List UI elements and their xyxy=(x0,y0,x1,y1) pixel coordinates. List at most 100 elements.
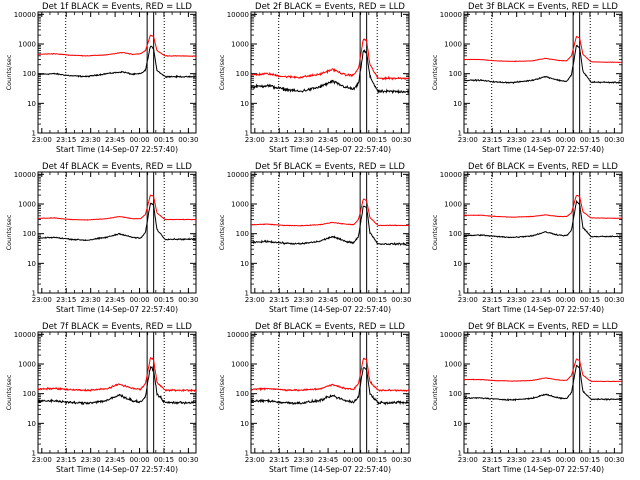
y-tick-label: 1000 xyxy=(231,41,249,49)
y-axis-label: Counts/sec xyxy=(5,374,13,410)
panel-title: Det 9f BLACK = Events, RED = LLD xyxy=(468,322,618,332)
x-tick-label: 23:00 xyxy=(245,136,265,144)
x-tick-label: 00:00 xyxy=(555,296,575,304)
x-tick-label: 23:00 xyxy=(32,136,52,144)
x-tick-label: 00:00 xyxy=(129,456,149,464)
x-axis-label: Start Time (14-Sep-07 22:57:40) xyxy=(56,305,178,314)
y-tick-label: 100 xyxy=(236,390,249,398)
x-tick-label: 23:15 xyxy=(56,296,76,304)
x-tick-label: 00:30 xyxy=(604,456,624,464)
x-axis-label: Start Time (14-Sep-07 22:57:40) xyxy=(482,145,604,154)
y-axis-label: Counts/sec xyxy=(218,374,226,410)
x-tick-label: 00:15 xyxy=(154,136,174,144)
plot-frame xyxy=(37,171,197,294)
x-tick-label: 23:00 xyxy=(458,296,478,304)
plot-frame xyxy=(250,11,410,134)
y-tick-label: 1000 xyxy=(444,201,462,209)
x-tick-label: 23:30 xyxy=(294,456,314,464)
y-axis-label: Counts/sec xyxy=(431,54,439,90)
y-axis-label: Counts/sec xyxy=(218,214,226,250)
y-tick-label: 10000 xyxy=(227,331,249,339)
series-line-events xyxy=(250,205,410,246)
y-tick-label: 1000 xyxy=(231,361,249,369)
series-line-lld xyxy=(463,194,623,219)
plot-frame xyxy=(463,11,623,134)
y-tick-label: 10 xyxy=(453,100,462,108)
series-line-lld xyxy=(37,194,197,221)
x-tick-label: 00:00 xyxy=(555,456,575,464)
x-tick-label: 23:45 xyxy=(105,456,125,464)
x-tick-label: 23:45 xyxy=(531,296,551,304)
y-tick-label: 10000 xyxy=(227,11,249,19)
y-axis-label: Counts/sec xyxy=(431,214,439,250)
y-tick-label: 10 xyxy=(27,420,36,428)
y-tick-label: 100 xyxy=(449,390,462,398)
y-tick-label: 100 xyxy=(23,390,36,398)
x-tick-label: 00:30 xyxy=(178,456,198,464)
plot-frame xyxy=(250,331,410,454)
series-line-lld xyxy=(250,38,410,81)
series-line-events xyxy=(37,45,197,79)
plot-frame xyxy=(250,171,410,294)
x-tick-label: 23:15 xyxy=(482,296,502,304)
x-tick-label: 00:00 xyxy=(342,136,362,144)
x-tick-label: 23:45 xyxy=(105,296,125,304)
y-tick-label: 1000 xyxy=(444,41,462,49)
detector-panel-3: Det 3f BLACK = Events, RED = LLD Counts/s… xyxy=(431,2,624,154)
x-tick-label: 00:15 xyxy=(367,296,387,304)
series-line-lld xyxy=(250,198,410,227)
x-tick-label: 23:30 xyxy=(81,296,101,304)
x-tick-label: 23:45 xyxy=(318,136,338,144)
series-line-lld xyxy=(38,34,197,57)
panel-title: Det 8f BLACK = Events, RED = LLD xyxy=(255,322,405,332)
series-line-lld xyxy=(250,357,409,393)
y-tick-label: 1000 xyxy=(444,361,462,369)
y-tick-label: 1000 xyxy=(18,361,36,369)
x-tick-label: 00:00 xyxy=(129,136,149,144)
series-line-events xyxy=(37,202,197,242)
y-tick-label: 100 xyxy=(236,230,249,238)
x-tick-label: 23:45 xyxy=(531,456,551,464)
series-line-lld xyxy=(37,356,197,393)
x-tick-label: 00:15 xyxy=(154,296,174,304)
x-tick-label: 23:15 xyxy=(56,136,76,144)
y-tick-label: 10000 xyxy=(440,11,462,19)
y-tick-label: 10 xyxy=(27,100,36,108)
x-tick-label: 23:30 xyxy=(81,136,101,144)
y-tick-label: 1000 xyxy=(18,201,36,209)
y-tick-label: 100 xyxy=(23,230,36,238)
y-tick-label: 100 xyxy=(23,70,36,78)
x-tick-label: 00:15 xyxy=(154,456,174,464)
series-line-events xyxy=(250,367,410,406)
x-tick-label: 00:15 xyxy=(367,456,387,464)
series-line-events xyxy=(250,49,410,95)
detector-panel-6: Det 6f BLACK = Events, RED = LLD Counts/s… xyxy=(431,162,624,314)
series-line-events xyxy=(463,199,623,239)
x-tick-label: 23:15 xyxy=(269,456,289,464)
x-tick-label: 23:30 xyxy=(507,136,527,144)
x-tick-label: 00:00 xyxy=(342,296,362,304)
y-tick-label: 100 xyxy=(449,230,462,238)
x-tick-label: 23:00 xyxy=(458,456,478,464)
x-tick-label: 00:00 xyxy=(129,296,149,304)
y-tick-label: 10000 xyxy=(14,171,36,179)
y-tick-label: 10 xyxy=(240,100,249,108)
series-line-events xyxy=(37,366,197,406)
x-tick-label: 23:00 xyxy=(32,296,52,304)
x-tick-label: 00:15 xyxy=(580,136,600,144)
detector-panel-2: Det 2f BLACK = Events, RED = LLD Counts/s… xyxy=(218,2,411,154)
panel-title: Det 6f BLACK = Events, RED = LLD xyxy=(468,162,618,172)
y-tick-label: 1 xyxy=(458,450,462,458)
x-tick-label: 00:15 xyxy=(367,136,387,144)
x-tick-label: 00:30 xyxy=(391,456,411,464)
y-tick-label: 10000 xyxy=(14,11,36,19)
plot-frame xyxy=(463,171,623,294)
x-axis-label: Start Time (14-Sep-07 22:57:40) xyxy=(56,145,178,154)
x-tick-label: 00:30 xyxy=(391,296,411,304)
x-tick-label: 23:30 xyxy=(294,296,314,304)
y-tick-label: 1 xyxy=(32,290,36,298)
detector-panel-8: Det 8f BLACK = Events, RED = LLD Counts/s… xyxy=(218,322,411,474)
x-tick-label: 23:00 xyxy=(245,456,265,464)
y-tick-label: 10000 xyxy=(227,171,249,179)
y-tick-label: 1000 xyxy=(231,201,249,209)
